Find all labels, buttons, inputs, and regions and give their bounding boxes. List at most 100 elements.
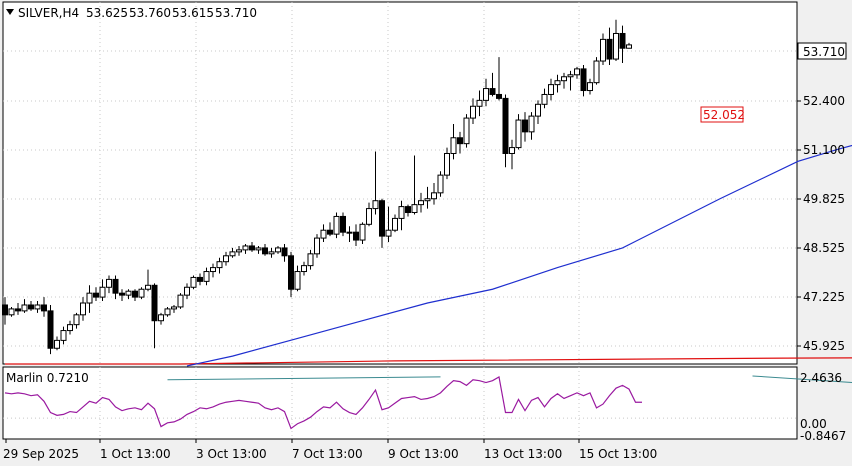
candle bbox=[593, 57, 600, 85]
candle bbox=[171, 304, 177, 313]
candle-body bbox=[99, 286, 106, 298]
candle-body bbox=[73, 314, 80, 326]
candle-body bbox=[47, 310, 54, 349]
oscillator-line bbox=[4, 375, 642, 430]
dropdown-triangle-icon[interactable] bbox=[6, 9, 14, 15]
candle-body bbox=[216, 261, 223, 269]
candle-body bbox=[424, 198, 431, 202]
candle-body bbox=[502, 97, 509, 154]
candle-body bbox=[476, 99, 483, 107]
candle-body bbox=[223, 255, 229, 263]
indicator-pane[interactable] bbox=[2, 366, 798, 440]
candle-body bbox=[307, 253, 314, 267]
candle bbox=[93, 287, 99, 302]
candle-body bbox=[2, 304, 8, 316]
candle-body bbox=[281, 247, 288, 257]
candle bbox=[398, 200, 405, 231]
candle-body bbox=[431, 192, 437, 200]
high-value: 53.760 bbox=[129, 6, 171, 20]
candle-body bbox=[41, 304, 47, 312]
price-tick-label: 45.925 bbox=[803, 339, 845, 353]
candle bbox=[535, 100, 541, 124]
candle-body bbox=[600, 38, 606, 62]
candle bbox=[262, 243, 268, 256]
time-tick-label: 13 Oct 13:00 bbox=[484, 447, 562, 461]
candle-body bbox=[528, 115, 535, 133]
candle-body bbox=[80, 302, 86, 316]
time-tick-label: 9 Oct 13:00 bbox=[388, 447, 459, 461]
candle-body bbox=[411, 204, 418, 214]
candle-body bbox=[249, 245, 255, 251]
candle bbox=[145, 269, 151, 292]
candle bbox=[125, 289, 132, 300]
current-price-tag: 53.710 bbox=[797, 42, 847, 60]
indicator-tick-label: 2.4636 bbox=[800, 371, 842, 385]
candle-body bbox=[470, 105, 476, 119]
price-tick-label: 48.525 bbox=[803, 241, 845, 255]
divergence-line bbox=[752, 375, 852, 383]
candle bbox=[99, 279, 106, 302]
candle bbox=[54, 336, 60, 351]
candle bbox=[314, 234, 320, 258]
candle bbox=[294, 265, 301, 292]
candle bbox=[320, 224, 327, 243]
candle-body bbox=[15, 308, 21, 312]
candle-body bbox=[203, 271, 210, 282]
candle bbox=[28, 301, 34, 311]
candle-body bbox=[541, 93, 548, 105]
candle bbox=[47, 304, 54, 355]
candle-body bbox=[574, 68, 580, 76]
candle-body bbox=[242, 245, 249, 251]
candle-body bbox=[145, 284, 151, 290]
candle bbox=[353, 224, 359, 246]
indicator-tick-label: -0.8467 bbox=[800, 429, 846, 443]
price-pane[interactable] bbox=[2, 1, 798, 365]
candle bbox=[177, 293, 184, 309]
candle bbox=[359, 222, 366, 244]
candle bbox=[418, 192, 424, 213]
candle-body bbox=[535, 103, 541, 117]
candle bbox=[73, 312, 80, 329]
candle bbox=[203, 267, 210, 286]
time-tick-label: 15 Oct 13:00 bbox=[579, 447, 657, 461]
candle-body bbox=[626, 44, 632, 49]
candle-body bbox=[405, 206, 411, 214]
candle bbox=[281, 243, 288, 262]
candle bbox=[249, 242, 255, 252]
candle bbox=[424, 186, 431, 209]
candle bbox=[496, 57, 502, 101]
candle bbox=[483, 78, 489, 107]
candle-body bbox=[158, 314, 164, 322]
candle-body bbox=[210, 267, 216, 273]
candle bbox=[236, 245, 242, 256]
candle-body bbox=[138, 288, 145, 298]
candle-body bbox=[457, 137, 463, 145]
moving-average bbox=[186, 144, 852, 367]
candle-body bbox=[548, 84, 554, 95]
candle bbox=[197, 273, 203, 286]
candle-body bbox=[515, 119, 522, 149]
candle bbox=[184, 283, 190, 300]
time-axis: 29 Sep 2025 1 Oct 13:00 3 Oct 13:00 7 Oc… bbox=[3, 439, 657, 461]
svg-text:53.710: 53.710 bbox=[803, 45, 845, 59]
candle-body bbox=[392, 217, 398, 231]
candle bbox=[106, 275, 112, 294]
candle-body bbox=[353, 231, 359, 241]
candle bbox=[138, 287, 145, 300]
candle-body bbox=[372, 200, 379, 210]
candle-body bbox=[164, 308, 171, 316]
candle bbox=[379, 198, 385, 248]
time-tick-label: 1 Oct 13:00 bbox=[100, 447, 171, 461]
candle bbox=[301, 261, 307, 276]
candle bbox=[515, 114, 522, 150]
candle bbox=[132, 289, 138, 302]
candle bbox=[372, 151, 379, 215]
marlin-oscillator bbox=[4, 375, 852, 430]
candle-body bbox=[236, 249, 242, 253]
candle-body bbox=[112, 278, 119, 294]
candle-body bbox=[483, 88, 489, 101]
candle bbox=[522, 112, 528, 142]
candle-body bbox=[379, 200, 385, 237]
candle-body bbox=[489, 88, 496, 95]
